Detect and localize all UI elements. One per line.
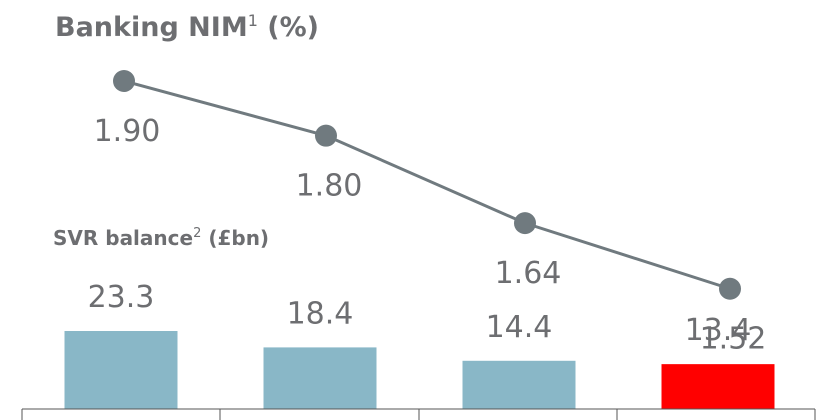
category-axis [21,408,816,420]
svr-bar-series: 23.3 18.4 14.4 13.4 [64,280,775,409]
nim-point [113,70,135,92]
svr-data-label: 23.3 [88,280,155,315]
nim-data-label: 1.52 [700,322,767,357]
nim-data-label: 1.64 [495,256,562,291]
svr-data-label: 14.4 [486,310,553,345]
nim-line-series: 1.90 1.80 1.64 1.52 [94,70,767,357]
svr-bar [462,360,576,409]
nim-data-label: 1.80 [296,169,363,204]
svr-data-label: 13.4 [685,313,752,348]
svr-bar [263,347,377,409]
svr-chart-title: SVR balance2 (£bn) [53,226,269,250]
svr-bar [661,364,775,409]
svr-data-label: 18.4 [287,296,354,331]
nim-data-label: 1.90 [94,114,161,149]
svr-bar [64,331,178,409]
nim-point [719,277,741,300]
nim-chart-title: Banking NIM1 (%) [55,11,319,43]
nim-point [315,124,337,147]
nim-point [514,212,536,235]
nim-line [123,79,731,291]
